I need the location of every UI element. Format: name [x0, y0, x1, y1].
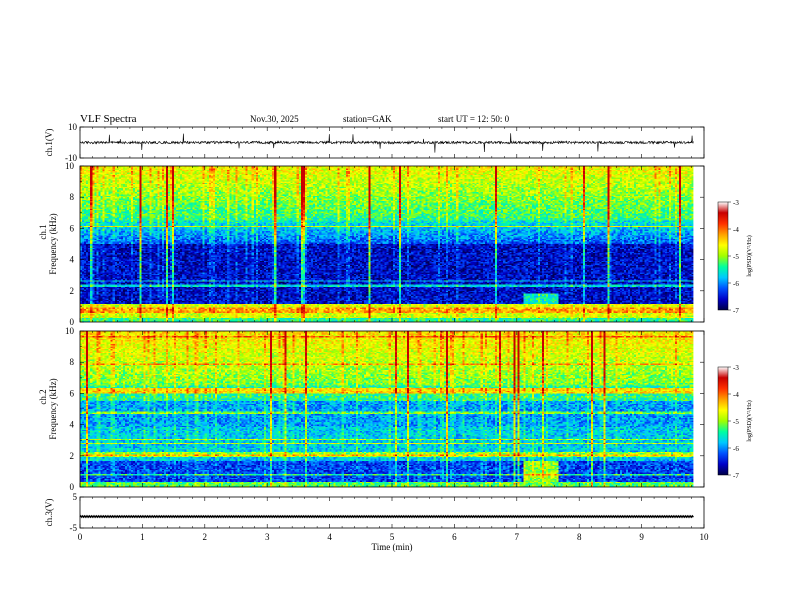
- ch2-spectrogram-colorbar: [717, 366, 729, 476]
- x-axis-tick-label: 4: [327, 532, 332, 542]
- ch2-spectrogram-ytick-label: 8: [70, 357, 75, 367]
- x-axis-tick-label: 3: [265, 532, 270, 542]
- ch1-waveform-ytick-label: 10: [68, 122, 78, 132]
- x-axis-tick-label: 6: [452, 532, 457, 542]
- ch2-spectrogram-colorbar-tick-label: -6: [733, 445, 739, 453]
- start-time-label: start UT = 12: 50: 0: [438, 114, 510, 124]
- ch2-spectrogram-colorbar-tick-label: -3: [733, 364, 739, 372]
- ch1-spectrogram-colorbar-tick-label: -3: [733, 199, 739, 207]
- x-axis-tick-label: 10: [700, 532, 710, 542]
- ch1-spectrogram-ytick-label: 10: [65, 161, 75, 171]
- x-axis-tick-label: 8: [577, 532, 582, 542]
- ch3-waveform-line: [79, 514, 694, 519]
- ch2-spectrogram-image: [80, 331, 694, 487]
- x-axis-tick-label: 1: [140, 532, 145, 542]
- ch1-spectrogram-image: [80, 166, 694, 322]
- ch1-spectrogram-ytick-label: 0: [70, 317, 75, 327]
- x-axis-tick-label: 2: [203, 532, 208, 542]
- ch1-spectrogram-colorbar: [717, 201, 729, 311]
- ch2-spectrogram-ylabel-frequency: Frequency (kHz): [48, 378, 58, 439]
- ch1-waveform-ytick-label: -10: [65, 153, 77, 163]
- ch3-waveform-ytick-label: -5: [70, 523, 78, 533]
- ch2-spectrogram-colorbar-label: log(PSD)(V²/Hz): [746, 400, 753, 441]
- ch2-spectrogram-ytick-label: 2: [70, 451, 75, 461]
- ch1-spectrogram-colorbar-label: log(PSD)(V²/Hz): [746, 235, 753, 276]
- x-axis-tick-label: 7: [515, 532, 520, 542]
- ch2-spectrogram-colorbar-tick-label: -5: [733, 418, 739, 426]
- ch2-spectrogram-ylabel-channel: ch.2: [38, 389, 48, 404]
- ch1-spectrogram-ytick-label: 2: [70, 286, 75, 296]
- ch3-waveform-ylabel: ch.3(V): [44, 499, 54, 527]
- ch1-spectrogram-ylabel-channel: ch.1: [38, 224, 48, 239]
- ch2-spectrogram-ytick-label: 0: [70, 482, 75, 492]
- x-axis-tick-label: 5: [390, 532, 395, 542]
- ch2-spectrogram-ytick-label: 10: [65, 326, 75, 336]
- ch2-spectrogram-colorbar-tick-label: -7: [733, 472, 739, 480]
- ch3-waveform-ytick-label: 5: [73, 492, 78, 502]
- figure-title: VLF Spectra: [80, 113, 137, 125]
- x-axis-label: Time (min): [372, 542, 413, 552]
- ch1-spectrogram-colorbar-tick-label: -7: [733, 307, 739, 315]
- ch2-spectrogram-ytick-label: 6: [70, 388, 75, 398]
- ch1-spectrogram-colorbar-tick-label: -6: [733, 280, 739, 288]
- ch1-spectrogram-colorbar-tick-label: -5: [733, 253, 739, 261]
- ch2-spectrogram-colorbar-tick-label: -4: [733, 391, 739, 399]
- observation-date: Nov.30, 2025: [250, 114, 299, 124]
- ch1-spectrogram-ytick-label: 8: [70, 192, 75, 202]
- ch1-spectrogram-ytick-label: 6: [70, 223, 75, 233]
- ch1-spectrogram-ytick-label: 4: [70, 255, 75, 265]
- ch2-spectrogram-ytick-label: 4: [70, 420, 75, 430]
- ch1-spectrogram-ylabel-frequency: Frequency (kHz): [48, 213, 58, 274]
- ch1-spectrogram-colorbar-tick-label: -4: [733, 226, 739, 234]
- ch3-waveform-frame: [79, 496, 705, 529]
- station-label: station=GAK: [343, 114, 392, 124]
- x-axis-tick-label: 9: [639, 532, 644, 542]
- ch1-waveform-ylabel: ch.1(V): [44, 129, 54, 157]
- x-axis-tick-label: 0: [78, 532, 83, 542]
- ch1-waveform-line: [79, 133, 694, 153]
